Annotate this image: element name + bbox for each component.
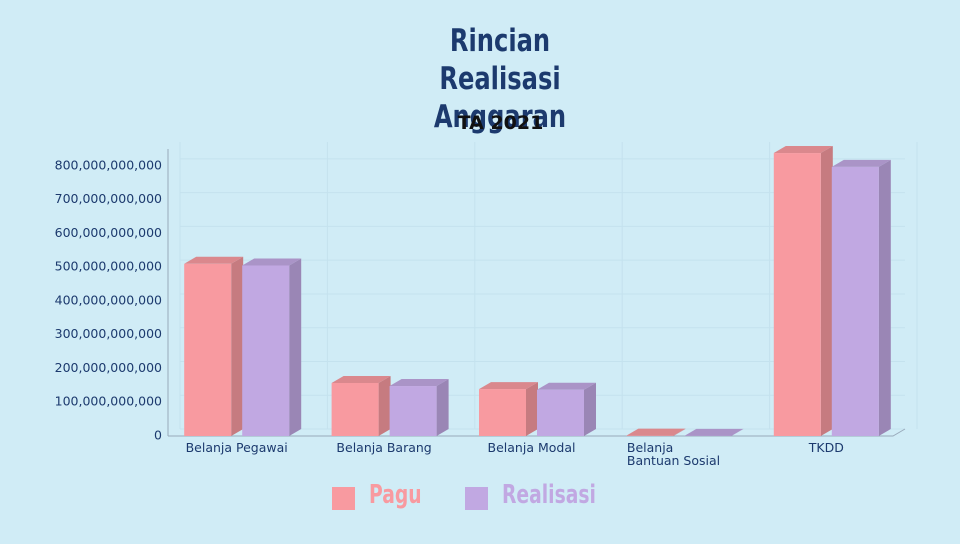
bar-side xyxy=(820,146,833,436)
y-tick-label: 100,000,000,000 xyxy=(55,394,162,409)
x-tick-label: TKDD xyxy=(808,440,844,455)
y-tick-label: 200,000,000,000 xyxy=(55,360,162,375)
bar-top xyxy=(242,258,302,266)
legend-label: Realisasi xyxy=(502,480,596,510)
bar-top xyxy=(537,382,596,390)
bar xyxy=(389,386,437,436)
bar-top xyxy=(831,159,891,167)
y-tick-label: 700,000,000,000 xyxy=(55,191,162,206)
bar xyxy=(242,265,290,436)
bar-top xyxy=(331,375,391,383)
bar-side xyxy=(231,256,244,436)
y-tick-label: 400,000,000,000 xyxy=(55,292,162,307)
y-tick-label: 800,000,000,000 xyxy=(55,157,162,172)
x-tick-label: Belanja Bantuan Sosial xyxy=(626,440,721,468)
bar xyxy=(184,263,232,436)
x-tick-label: Belanja Barang xyxy=(336,440,432,455)
bar-top xyxy=(479,382,538,390)
bar-top xyxy=(184,256,244,264)
bar-side xyxy=(878,159,891,436)
bar-side xyxy=(436,379,449,436)
bar-side xyxy=(378,375,391,436)
x-tick-label: Belanja Modal xyxy=(487,440,576,455)
bar xyxy=(479,389,526,436)
bar-top xyxy=(773,146,833,154)
x-tick-label: Belanja Pegawai xyxy=(185,440,288,455)
y-tick-label: 500,000,000,000 xyxy=(55,259,162,274)
y-tick-label: 300,000,000,000 xyxy=(55,326,162,341)
y-tick-label: 0 xyxy=(154,428,162,443)
bar-top xyxy=(626,428,686,436)
bar-top xyxy=(389,379,449,387)
legend-swatch xyxy=(465,487,488,510)
bar-side xyxy=(731,428,744,436)
bar xyxy=(537,389,584,436)
bar-top xyxy=(684,428,744,436)
bar-side xyxy=(289,258,302,436)
y-tick-label: 600,000,000,000 xyxy=(55,225,162,240)
legend-label: Pagu xyxy=(369,480,422,510)
bar xyxy=(331,382,379,436)
legend-swatch xyxy=(332,487,355,510)
bar-side xyxy=(673,428,686,436)
bar xyxy=(831,166,879,436)
bar xyxy=(773,153,821,436)
bar-side xyxy=(584,382,596,436)
chart-title: Rincian Realisasi Anggaran xyxy=(433,23,567,135)
chart-subtitle: TA 2021 xyxy=(457,112,544,134)
bar-side xyxy=(526,382,538,436)
